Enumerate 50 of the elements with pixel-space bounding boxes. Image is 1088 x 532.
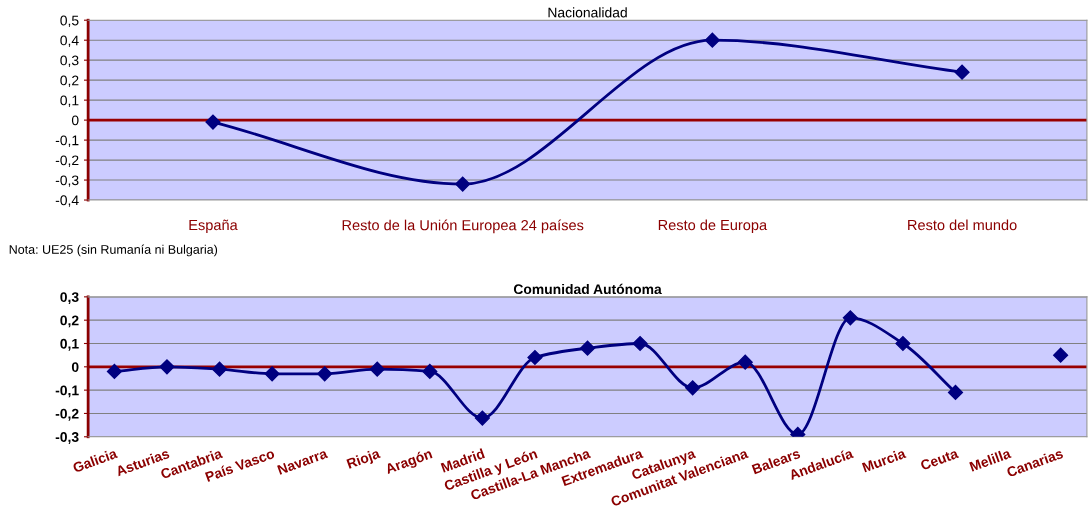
y-tick-label: -0,2 <box>55 155 79 167</box>
y-tick-label: 0,2 <box>60 75 79 87</box>
y-tick-label: -0,3 <box>55 432 79 444</box>
x-tick-label: Resto de Europa <box>658 219 768 234</box>
y-tick-label: 0,3 <box>60 292 79 305</box>
x-tick-label: Rioja <box>346 447 382 472</box>
x-tick-label: Resto de la Unión Europea 24 países <box>342 219 584 234</box>
point <box>954 64 970 80</box>
text: Nota: UE25 (sin Rumanía ni Bulgaria) <box>9 244 218 257</box>
x-tick-label: Resto del mundo <box>908 219 1017 231</box>
x-tick-label: Aragón <box>384 448 434 477</box>
x-tick-label: Murcia <box>861 447 907 473</box>
y-tick-label: 0,5 <box>60 15 79 28</box>
y-tick-label: 0 <box>71 362 79 372</box>
point <box>527 349 543 366</box>
y-tick-label: -0,4 <box>55 195 79 207</box>
y-tick-label: -0,1 <box>55 135 79 147</box>
point <box>211 361 228 377</box>
point <box>317 366 333 382</box>
point <box>895 335 911 352</box>
y-tick-label: 0,1 <box>60 95 79 107</box>
y-tick-label: -0,2 <box>55 408 79 421</box>
x-tick-label: Galicia <box>72 447 118 473</box>
point <box>455 176 471 192</box>
chart-title: Comunidad Autónoma <box>513 283 662 295</box>
chart-title: Nacionalidad <box>548 7 627 18</box>
y-tick-label: 0,1 <box>60 338 79 351</box>
y-tick-label: -0,1 <box>55 385 79 398</box>
point <box>579 340 596 356</box>
y-tick-label: 0 <box>71 115 79 126</box>
point <box>632 335 648 352</box>
point <box>947 384 964 401</box>
point <box>737 354 753 370</box>
point <box>106 363 122 380</box>
point <box>842 310 858 326</box>
point <box>474 410 490 426</box>
point <box>1053 347 1069 363</box>
y-tick-label: 0,3 <box>60 55 79 67</box>
point <box>422 363 438 380</box>
point <box>685 380 701 396</box>
x-tick-label: Ceuta <box>919 448 960 471</box>
point <box>159 359 175 375</box>
y-tick-label: -0,3 <box>55 175 79 187</box>
point <box>205 114 221 130</box>
y-tick-label: 0,2 <box>60 315 79 328</box>
point <box>264 366 280 382</box>
x-tick-label: España <box>189 219 238 234</box>
point <box>369 361 385 377</box>
point <box>704 32 720 48</box>
y-tick-label: 0,4 <box>60 35 79 48</box>
